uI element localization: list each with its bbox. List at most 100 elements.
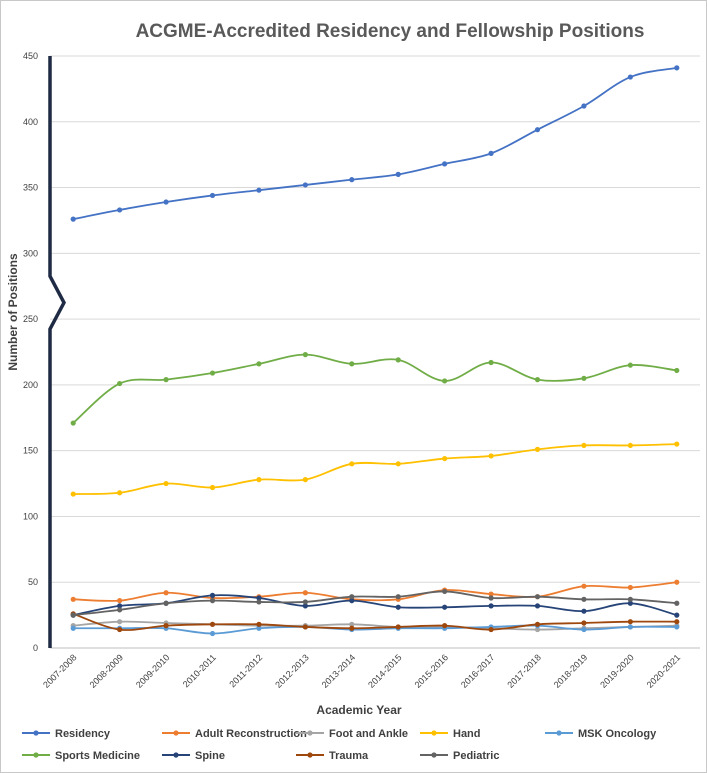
y-axis-ticks: 0 50 100 150 200 250 300 350 400 450 [23,51,38,653]
data-point [442,623,448,629]
data-point [163,480,169,487]
legend-marker [33,730,39,736]
legend-marker [307,752,313,758]
data-point [117,619,123,625]
data-point [488,150,494,156]
data-point [256,621,262,627]
data-point [488,359,494,366]
data-point [117,626,123,633]
data-point [488,453,494,459]
data-point [209,621,216,627]
y-tick-label: 100 [23,511,38,521]
legend-label: Residency [55,728,111,740]
series-line-hand [73,443,677,495]
legend-item-trauma: Trauma [296,750,369,762]
data-point [581,442,587,449]
data-point [581,583,587,589]
data-point [581,103,587,109]
data-point [534,594,541,600]
data-point [627,596,633,602]
data-point [674,579,680,585]
data-point [349,177,355,183]
data-point [302,599,308,605]
data-point [581,608,587,614]
data-point [256,187,262,193]
legend-label: Sports Medicine [55,750,140,762]
data-point [117,598,123,604]
y-tick-label: 0 [33,643,38,653]
legend-label: Adult Reconstruction [195,728,307,740]
legend-label: Trauma [329,750,369,762]
y-axis-line [48,56,66,648]
legend-label: MSK Oncology [578,728,657,740]
data-point [349,598,355,604]
x-tick-label: 2009-2010 [134,652,172,690]
y-axis-label: Number of Positions [6,253,20,371]
data-point [70,596,76,602]
series-line-residency [73,66,677,221]
data-point [674,624,680,630]
data-point [117,490,123,496]
data-point [627,619,633,625]
legend-marker [33,752,39,758]
series-line-trauma [72,612,677,631]
data-point [117,207,123,213]
data-point [395,357,401,363]
gridlines [50,55,700,649]
legend-marker [307,730,313,736]
series-line-msk-oncology [73,624,677,635]
legend-marker [556,730,562,736]
series-line-adult-reconstruction [73,581,677,602]
data-point [70,420,76,426]
data-point [256,477,262,483]
series-group [70,65,680,637]
x-tick-label: 2011-2012 [227,652,264,689]
data-point [581,620,587,626]
x-tick-label: 2016-2017 [459,652,497,690]
data-point [674,612,680,618]
data-point [627,362,633,368]
data-point [349,621,355,627]
data-point [674,619,680,625]
x-tick-label: 2020-2021 [645,652,683,690]
data-point [581,375,587,381]
series-line-sports-medicine [72,353,677,424]
data-point [581,626,587,633]
data-point [256,625,262,631]
y-tick-label: 150 [23,446,38,456]
data-point [70,491,76,497]
series-sports-medicine [70,352,680,426]
x-tick-label: 2014-2015 [366,652,404,690]
data-point [163,623,169,629]
data-point [209,484,216,491]
data-point [163,590,169,596]
legend-item-sports-medicine: Sports Medicine [22,750,140,762]
data-point [209,370,216,376]
data-point [349,594,355,600]
data-point [256,599,262,605]
data-point [395,171,401,177]
data-point [395,604,401,610]
series-line-foot-and-ankle [73,620,677,631]
data-point [70,216,76,222]
data-point [395,594,401,600]
data-point [627,600,633,606]
data-point [534,626,541,633]
data-point [302,352,308,358]
y-tick-label: 250 [23,314,38,324]
y-tick-label: 400 [23,117,38,127]
data-point [674,65,680,71]
legend-label: Foot and Ankle [329,728,408,740]
y-tick-label: 300 [23,248,38,258]
x-tick-label: 2008-2009 [88,652,126,690]
legend-item-residency: Residency [22,728,111,740]
data-point [209,598,216,604]
series-residency [70,65,680,222]
y-tick-label: 450 [23,51,38,61]
legend-marker [173,752,179,758]
data-point [442,378,448,384]
data-point [256,361,262,367]
y-tick-label: 350 [23,183,38,193]
